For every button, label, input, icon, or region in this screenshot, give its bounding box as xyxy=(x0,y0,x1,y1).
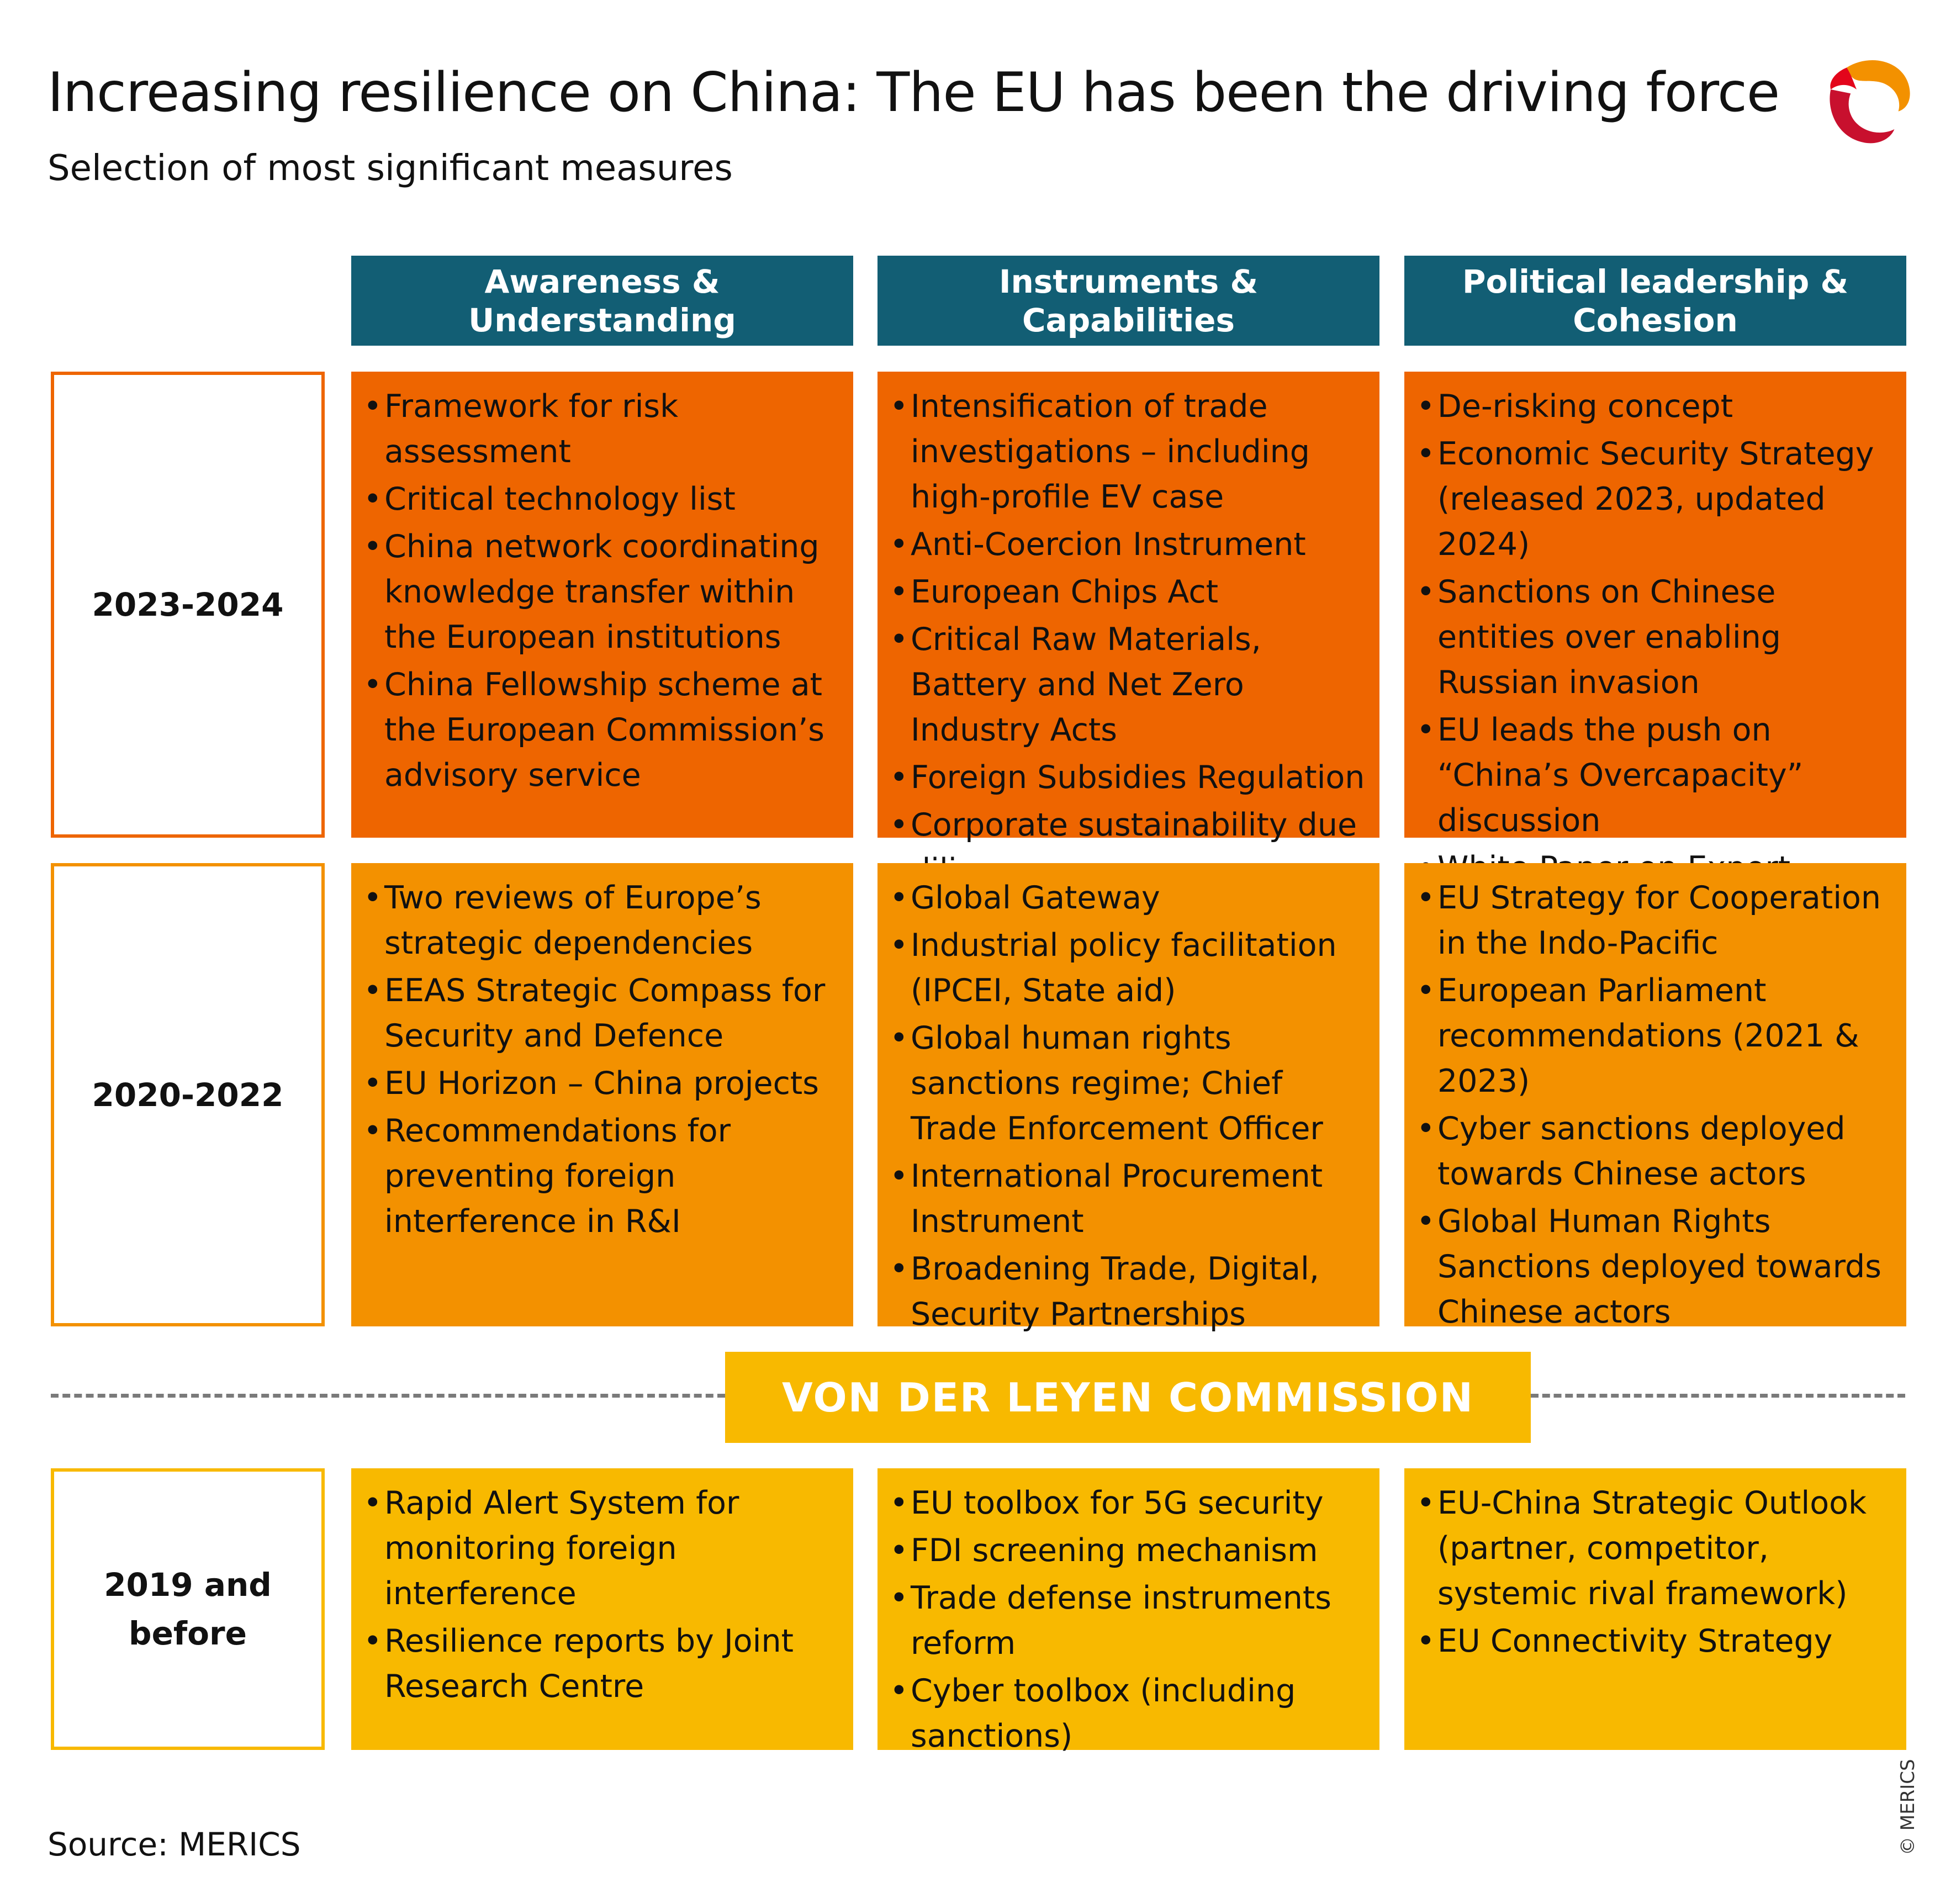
measure-item: EEAS Strategic Compass for Security and … xyxy=(363,968,841,1059)
measure-item: Economic Security Strategy (released 202… xyxy=(1416,431,1894,567)
source-note: Source: MERICS xyxy=(47,1826,301,1863)
cell-2019-instruments: EU toolbox for 5G securityFDI screening … xyxy=(877,1468,1379,1754)
measure-item: Critical Raw Materials, Battery and Net … xyxy=(890,617,1367,753)
measure-item: Global human rights sanctions regime; Ch… xyxy=(890,1016,1367,1151)
cell-2020-2022-awareness: Two reviews of Europe’s strategic depend… xyxy=(351,863,853,1326)
divider-dashed-left xyxy=(51,1394,725,1398)
measure-item: De-risking concept xyxy=(1416,384,1894,429)
measure-item: Anti-Coercion Instrument xyxy=(890,522,1367,567)
measure-list: Intensification of trade investigations … xyxy=(890,384,1367,893)
column-header-leadership: Political leadership & Cohesion xyxy=(1404,256,1906,346)
cell-2023-2024-awareness: Framework for risk assessmentCritical te… xyxy=(351,372,853,838)
measure-item: Intensification of trade investigations … xyxy=(890,384,1367,520)
measure-item: Cyber toolbox (including sanctions) xyxy=(890,1668,1367,1759)
measure-item: Sanctions on Chinese entities over enabl… xyxy=(1416,569,1894,705)
measure-list: Two reviews of Europe’s strategic depend… xyxy=(363,875,841,1244)
measure-item: Global Gateway xyxy=(890,875,1367,921)
von-der-leyen-commission-label: VON DER LEYEN COMMISSION xyxy=(725,1352,1531,1443)
cell-2019-leadership: EU-China Strategic Outlook (partner, com… xyxy=(1404,1468,1906,1750)
column-header-instruments: Instruments & Capabilities xyxy=(877,256,1379,346)
measure-item: FDI screening mechanism xyxy=(890,1528,1367,1573)
measure-item: Recommendations for preventing foreign i… xyxy=(363,1108,841,1244)
measure-item: Global Human Rights Sanctions deployed t… xyxy=(1416,1199,1894,1335)
measure-item: Foreign Subsidies Regulation xyxy=(890,755,1367,800)
measure-item: Two reviews of Europe’s strategic depend… xyxy=(363,875,841,966)
cell-2023-2024-instruments: Intensification of trade investigations … xyxy=(877,372,1379,888)
measure-item: EU toolbox for 5G security xyxy=(890,1480,1367,1526)
measure-list: EU-China Strategic Outlook (partner, com… xyxy=(1416,1480,1894,1664)
measure-item: EU leads the push on “China’s Overcapaci… xyxy=(1416,707,1894,843)
measure-item: EU-China Strategic Outlook (partner, com… xyxy=(1416,1480,1894,1616)
column-header-awareness: Awareness & Understanding xyxy=(351,256,853,346)
measure-item: EU Connectivity Strategy xyxy=(1416,1619,1894,1664)
measure-item: Resilience reports by Joint Research Cen… xyxy=(363,1619,841,1709)
measure-item: Critical technology list xyxy=(363,477,841,522)
period-label-2023-2024: 2023-2024 xyxy=(51,372,325,838)
measure-item: China network coordinating knowledge tra… xyxy=(363,524,841,660)
page-title: Increasing resilience on China: The EU h… xyxy=(47,61,1780,124)
measure-item: Industrial policy facilitation (IPCEI, S… xyxy=(890,923,1367,1013)
period-label-2020-2022: 2020-2022 xyxy=(51,863,325,1326)
page-subtitle: Selection of most significant measures xyxy=(47,148,733,189)
measure-item: EU Strategy for Cooperation in the Indo-… xyxy=(1416,875,1894,966)
measure-item: International Procurement Instrument xyxy=(890,1154,1367,1244)
measure-list: Global GatewayIndustrial policy facilita… xyxy=(890,875,1367,1337)
cell-2019-awareness: Rapid Alert System for monitoring foreig… xyxy=(351,1468,853,1750)
measure-item: Framework for risk assessment xyxy=(363,384,841,474)
measure-item: Cyber sanctions deployed towards Chinese… xyxy=(1416,1106,1894,1197)
measure-list: Framework for risk assessmentCritical te… xyxy=(363,384,841,798)
cell-2020-2022-leadership: EU Strategy for Cooperation in the Indo-… xyxy=(1404,863,1906,1330)
measure-item: European Parliament recommendations (202… xyxy=(1416,968,1894,1104)
period-label-2019-and-before: 2019 and before xyxy=(51,1468,325,1750)
measure-item: Trade defense instruments reform xyxy=(890,1575,1367,1666)
measure-list: Rapid Alert System for monitoring foreig… xyxy=(363,1480,841,1709)
divider-dashed-right xyxy=(1531,1394,1905,1398)
measure-item: European Chips Act xyxy=(890,569,1367,615)
merics-logo-icon xyxy=(1830,60,1910,144)
copyright-note: © MERICS xyxy=(1897,1759,1919,1855)
measure-item: EU Horizon – China projects xyxy=(363,1061,841,1106)
measure-list: EU Strategy for Cooperation in the Indo-… xyxy=(1416,875,1894,1335)
measure-item: Rapid Alert System for monitoring foreig… xyxy=(363,1480,841,1616)
cell-2020-2022-instruments: Global GatewayIndustrial policy facilita… xyxy=(877,863,1379,1332)
measure-list: EU toolbox for 5G securityFDI screening … xyxy=(890,1480,1367,1759)
measure-item: Broadening Trade, Digital, Security Part… xyxy=(890,1246,1367,1337)
cell-2023-2024-leadership: De-risking conceptEconomic Security Stra… xyxy=(1404,372,1906,977)
measure-item: China Fellowship scheme at the European … xyxy=(363,662,841,798)
